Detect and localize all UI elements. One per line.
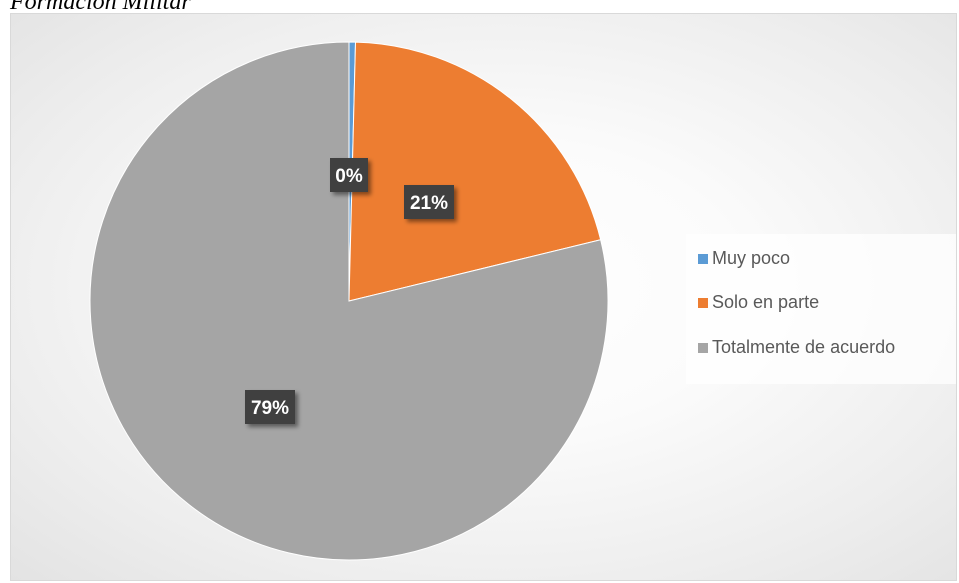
legend-swatch: [698, 253, 708, 264]
data-label-text: 79%: [251, 398, 289, 419]
data-label-text: 21%: [410, 193, 448, 214]
legend-label: Muy poco: [712, 248, 791, 268]
pie-slice-solo-en-parte: [348, 41, 602, 302]
pie-slice-totalmente-de-acuerdo: [89, 41, 609, 561]
data-label-text: 0%: [335, 166, 363, 187]
chart-legend: Muy poco Solo en parte Totalmente de acuer…: [686, 234, 956, 384]
data-label-box: [404, 185, 454, 219]
legend-swatch: [698, 297, 708, 308]
legend-item-muy-poco: Muy poco: [698, 248, 790, 269]
legend-item-solo-en-parte: Solo en parte: [698, 292, 819, 313]
legend-swatch: [698, 342, 708, 353]
figure-caption: Formación Militar: [10, 0, 191, 15]
legend-label: Totalmente de acuerdo: [712, 337, 896, 357]
chart-area: 0% 21% 79% Muy poco Solo en parte Totalmente…: [10, 13, 957, 581]
pie-slices: [89, 41, 609, 561]
data-label-box: [245, 390, 295, 424]
pie-chart: 0% 21% 79%: [89, 41, 609, 561]
data-label-muy-poco: 0%: [330, 158, 368, 192]
data-label-box: [330, 158, 368, 192]
legend-item-totalmente-de-acuerdo: Totalmente de acuerdo: [698, 337, 895, 358]
data-label-solo-en-parte: 21%: [404, 185, 454, 219]
data-label-totalmente-de-acuerdo: 79%: [245, 390, 295, 424]
data-labels: 0% 21% 79%: [245, 158, 454, 424]
legend-label: Solo en parte: [712, 292, 820, 312]
